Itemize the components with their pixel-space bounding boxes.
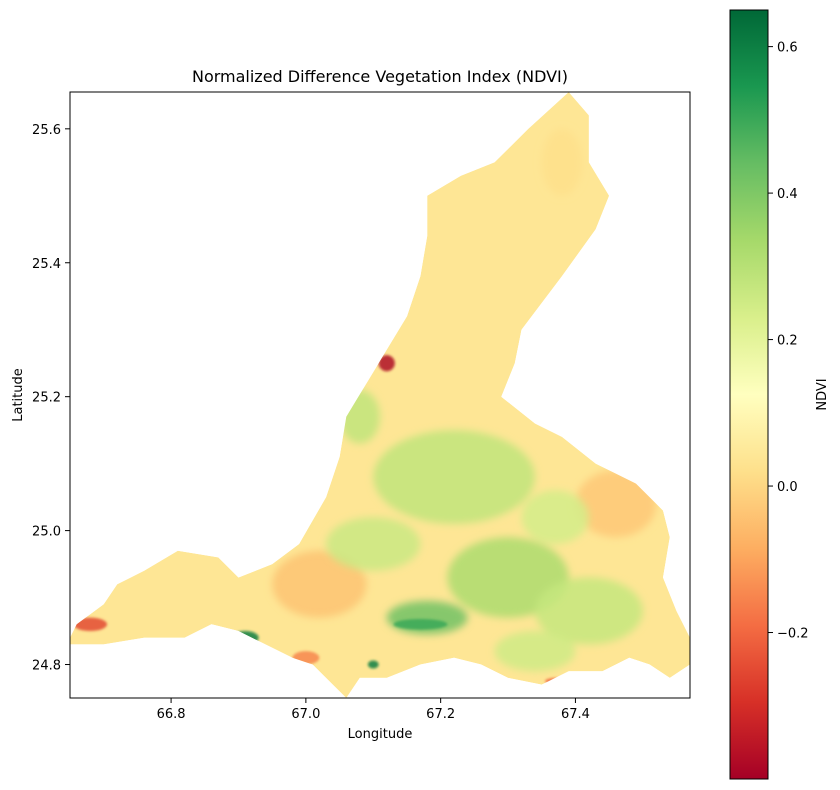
- y-tick-label: 25.2: [32, 391, 61, 406]
- bare-patch: [541, 128, 583, 196]
- y-tick-label: 25.6: [32, 123, 61, 138]
- colorbar-tick-label: 0.4: [777, 187, 798, 202]
- x-tick-label: 67.0: [291, 707, 320, 722]
- y-tick-label: 25.0: [32, 525, 61, 540]
- x-tick-label: 67.4: [561, 707, 590, 722]
- y-axis: 24.8 25.0 25.2 25.4 25.6: [32, 123, 70, 674]
- high-ndvi-spot: [367, 660, 379, 669]
- x-tick-label: 66.8: [157, 707, 186, 722]
- vegetation-patch: [494, 631, 576, 672]
- colorbar-ticks: −0.2 0.0 0.2 0.4 0.6: [768, 41, 809, 642]
- colorbar: −0.2 0.0 0.2 0.4 0.6 NDVI: [729, 9, 830, 780]
- colorbar-tick-label: −0.2: [777, 627, 809, 642]
- y-axis-label: Latitude: [11, 368, 26, 422]
- vegetation-patch: [326, 517, 421, 571]
- high-ndvi-spot: [231, 631, 259, 645]
- x-axis-label: Longitude: [348, 727, 413, 742]
- colorbar-label: NDVI: [815, 378, 830, 410]
- colorbar-gradient: [729, 9, 769, 780]
- low-ndvi-spot: [292, 651, 320, 665]
- colorbar-tick-label: 0.2: [777, 334, 798, 349]
- bare-patch-group: [272, 128, 657, 618]
- vegetation-patch: [238, 497, 306, 538]
- low-ndvi-spot: [73, 617, 108, 632]
- ndvi-region: [70, 92, 690, 698]
- vegetation-patch: [535, 577, 643, 645]
- bare-patch: [272, 550, 367, 618]
- chart-title: Normalized Difference Vegetation Index (…: [192, 67, 568, 86]
- vegetation-patch: [447, 537, 569, 618]
- y-tick-label: 25.4: [32, 257, 61, 272]
- plot-frame: [69, 91, 691, 699]
- vegetation-patch: [521, 490, 589, 544]
- x-axis: 66.8 67.0 67.2 67.4: [157, 698, 590, 722]
- high-ndvi-spot: [393, 618, 448, 630]
- colorbar-tick-label: 0.6: [777, 41, 798, 56]
- vegetation-patch: [339, 389, 381, 444]
- vegetation-patch: [373, 430, 535, 524]
- ndvi-map: [70, 92, 690, 698]
- x-tick-label: 67.2: [426, 707, 455, 722]
- low-ndvi-spot: [378, 355, 395, 372]
- low-ndvi-spot: [545, 677, 566, 685]
- colorbar-tick-label: 0.0: [777, 480, 798, 495]
- y-tick-label: 24.8: [32, 659, 61, 674]
- bare-patch: [575, 470, 657, 538]
